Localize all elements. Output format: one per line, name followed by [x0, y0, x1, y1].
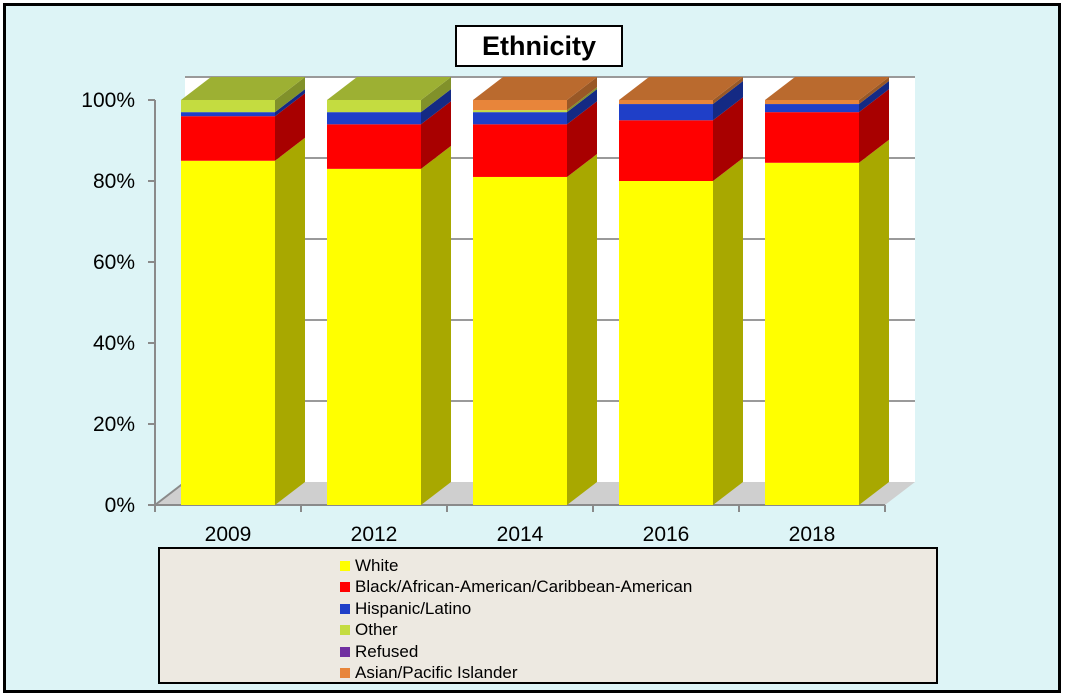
bar-segment [619, 181, 713, 505]
bar-segment-side [275, 137, 305, 505]
x-tick-label: 2016 [643, 523, 690, 546]
bar-segment-side [713, 97, 743, 181]
bar-segment-side [567, 87, 597, 113]
bar-segment-side [859, 139, 889, 505]
bar-segment [619, 120, 713, 181]
y-tick-label: 80% [93, 170, 135, 193]
bar-segment [619, 100, 713, 105]
legend-item: Hispanic/Latino [340, 598, 936, 620]
bar-segment [327, 112, 421, 125]
legend-swatch [340, 646, 350, 657]
legend-label: Other [355, 620, 398, 640]
bar-segment [181, 100, 275, 113]
bar-segment-side [859, 81, 889, 113]
bar-segment-side [275, 77, 305, 113]
bar-top [765, 77, 889, 100]
bar-segment-side [275, 93, 305, 161]
bar-top [473, 77, 597, 100]
bar-segment [765, 100, 859, 105]
bar-top [619, 77, 743, 100]
bar-segment-side [421, 89, 451, 125]
legend-label: White [355, 555, 399, 575]
y-tick-label: 40% [93, 332, 135, 355]
bar-segment [765, 162, 859, 505]
bar-segment-side [859, 77, 889, 105]
bar-segment [327, 124, 421, 169]
y-tick-label: 0% [105, 494, 135, 517]
x-tick-label: 2012 [351, 523, 398, 546]
legend-item: Black/African-American/Caribbean-America… [340, 577, 936, 599]
bar-segment-side [713, 158, 743, 505]
legend-swatch [340, 625, 350, 636]
bar-segment-side [421, 77, 451, 113]
legend-swatch [340, 668, 350, 679]
legend-swatch [340, 560, 350, 571]
chart-legend: White Black/African-American/Caribbean-Am… [158, 547, 938, 684]
x-tick-label: 2014 [497, 523, 544, 546]
bar-segment-side [713, 81, 743, 121]
legend-label: Hispanic/Latino [355, 598, 472, 618]
legend-item: Refused [340, 641, 936, 663]
bar-segment-side [567, 89, 597, 125]
bar-segment [765, 112, 859, 163]
legend-swatch [340, 603, 350, 614]
x-tick-label: 2009 [205, 523, 252, 546]
bar-segment [181, 160, 275, 505]
chart-title-text: Ethnicity [481, 30, 596, 61]
bar-top [181, 77, 305, 100]
bar-segment [181, 116, 275, 161]
x-tick-label: 2018 [789, 523, 836, 546]
bar-segment [473, 124, 567, 177]
bar-segment [473, 112, 567, 125]
chart-title: Ethnicity [455, 25, 623, 67]
bar-segment [765, 104, 859, 113]
bar-segment [473, 176, 567, 505]
legend-item: Other [340, 620, 936, 642]
legend-label: Refused [355, 641, 419, 661]
bar-segment-side [567, 101, 597, 177]
bar-segment-side [421, 101, 451, 169]
bar-segment-side [859, 89, 889, 163]
y-tick-label: 20% [93, 413, 135, 436]
legend-item: Asian/Pacific Islander [340, 663, 936, 685]
bar-segment [327, 168, 421, 505]
bar-segment [327, 100, 421, 113]
legend-swatch [340, 582, 350, 593]
bar-segment-side [567, 77, 597, 111]
bar-segment-side [275, 89, 305, 117]
legend-label: Black/African-American/Caribbean-America… [355, 577, 693, 597]
y-tick-label: 60% [93, 251, 135, 274]
y-tick-label: 100% [81, 89, 135, 112]
bar-segment-side [567, 153, 597, 505]
axis-depth-line [154, 481, 186, 506]
bar-top [327, 77, 451, 100]
bar-segment [181, 112, 275, 117]
bar-segment [473, 100, 567, 111]
bar-segment [619, 104, 713, 121]
legend-item: White [340, 555, 936, 577]
bar-segment [473, 110, 567, 113]
bar-segment-side [421, 145, 451, 505]
bar-segment-side [713, 77, 743, 105]
legend-label: Asian/Pacific Islander [355, 663, 518, 683]
